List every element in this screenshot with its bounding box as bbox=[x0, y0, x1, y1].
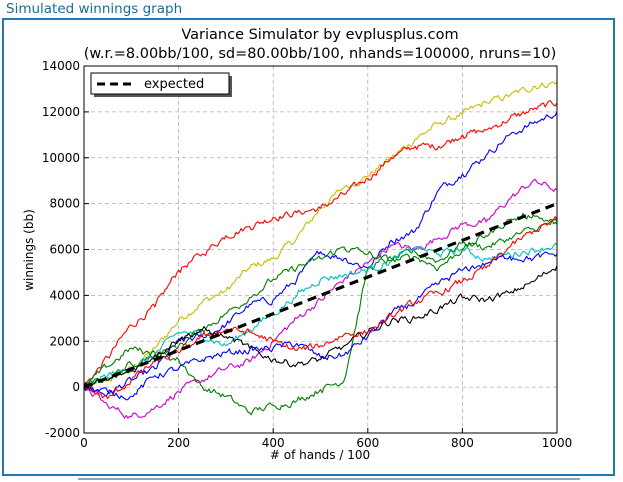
grid-lines bbox=[83, 65, 558, 434]
x-tick-label: 600 bbox=[356, 436, 379, 450]
y-tick-label: -2000 bbox=[45, 426, 80, 440]
bottom-rule bbox=[78, 478, 580, 480]
axis-ticks: 0 200 400 600 800 1000-2000020004000600080001… bbox=[42, 59, 572, 450]
chart-subtitle: (w.r.=8.00bb/100, sd=80.00bb/100, nhands… bbox=[84, 46, 557, 62]
y-tick-label: 8000 bbox=[49, 197, 80, 211]
x-tick-label: 1000 bbox=[542, 436, 573, 450]
series-line-4 bbox=[83, 218, 558, 416]
header-title: Simulated winnings graph bbox=[6, 1, 183, 17]
x-tick-label: 400 bbox=[262, 436, 285, 450]
y-tick-label: 0 bbox=[72, 380, 80, 394]
x-tick-label: 200 bbox=[167, 436, 190, 450]
legend-expected-label: expected bbox=[144, 77, 204, 92]
y-tick-label: 12000 bbox=[42, 105, 80, 119]
series-line-7 bbox=[83, 265, 558, 389]
series-line-1 bbox=[83, 100, 558, 388]
x-tick-label: 0 bbox=[80, 436, 88, 450]
y-tick-label: 4000 bbox=[49, 288, 80, 302]
y-tick-label: 2000 bbox=[49, 334, 80, 348]
series-line-6 bbox=[83, 212, 558, 388]
y-tick-label: 10000 bbox=[42, 151, 80, 165]
legend: expected bbox=[90, 72, 232, 97]
y-tick-label: 6000 bbox=[49, 243, 80, 257]
series-line-8 bbox=[83, 251, 558, 401]
y-tick-label: 14000 bbox=[42, 59, 80, 73]
expected-line bbox=[83, 202, 558, 389]
series-layer bbox=[83, 81, 558, 419]
legend-box bbox=[90, 72, 230, 95]
series-line-9 bbox=[83, 216, 558, 400]
series-line-3 bbox=[83, 178, 558, 419]
expected-layer bbox=[83, 202, 558, 389]
chart-title: Variance Simulator by evplusplus.com bbox=[181, 27, 458, 43]
x-tick-label: 800 bbox=[451, 436, 474, 450]
y-axis-label: winnings (bb) bbox=[22, 209, 36, 291]
series-line-5 bbox=[83, 242, 558, 388]
x-axis-label: # of hands / 100 bbox=[270, 448, 370, 462]
